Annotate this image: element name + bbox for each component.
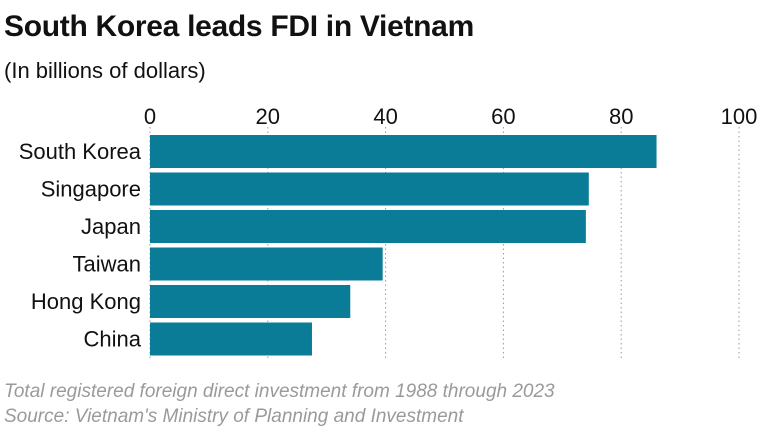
x-tick-label: 40 <box>373 104 397 129</box>
bar <box>150 247 383 281</box>
x-tick-label: 60 <box>491 104 515 129</box>
category-label: Japan <box>81 214 141 239</box>
chart-title: South Korea leads FDI in Vietnam <box>4 10 474 43</box>
chart-source: Source: Vietnam's Ministry of Planning a… <box>4 406 464 427</box>
bar <box>150 285 351 318</box>
x-tick-label: 0 <box>144 104 156 129</box>
bar <box>150 172 589 206</box>
bar <box>150 322 312 356</box>
x-tick-label: 100 <box>721 104 758 129</box>
bar <box>150 135 657 168</box>
category-label: China <box>84 327 142 352</box>
category-label: Singapore <box>41 177 141 202</box>
x-tick-label: 80 <box>609 104 633 129</box>
chart-footnote: Total registered foreign direct investme… <box>4 381 555 402</box>
category-label: Hong Kong <box>31 289 141 314</box>
x-tick-label: 20 <box>256 104 280 129</box>
bar <box>150 210 586 243</box>
chart-subtitle: (In billions of dollars) <box>4 58 206 83</box>
bar-chart: 0 20 40 60 80 100 South Korea Singapore Japan Tai… <box>19 104 758 360</box>
category-label: South Korea <box>19 139 142 164</box>
category-label: Taiwan <box>73 252 141 277</box>
